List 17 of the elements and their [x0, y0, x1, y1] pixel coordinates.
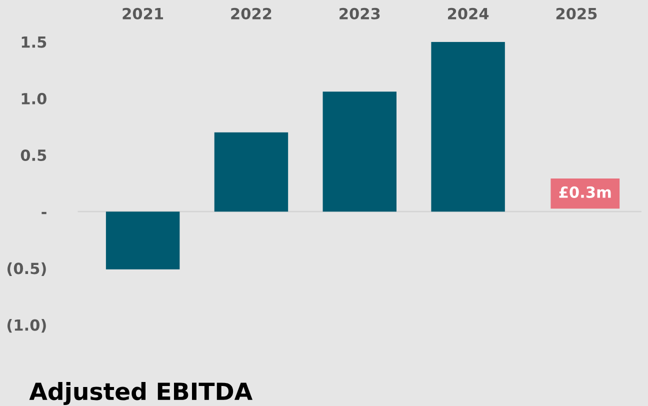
annotation: £0.3m — [559, 186, 611, 198]
y-tick-label: (1.0) — [7, 319, 46, 333]
y-tick-label: 0.5 — [20, 149, 46, 162]
x-tick-label: 2021 — [122, 8, 164, 20]
y-tick-label: 1.0 — [22, 92, 46, 104]
x-tick-label: 2022 — [231, 8, 272, 20]
y-tick-label: 1.5 — [22, 36, 46, 48]
bar — [214, 132, 288, 212]
x-tick-label: 2023 — [340, 8, 380, 20]
y-tick-label: (0.5) — [7, 262, 46, 276]
bar — [106, 212, 180, 270]
bar — [322, 92, 396, 212]
text: Adjusted EBITDA — [29, 382, 252, 406]
x-tick-label: 2025 — [556, 8, 597, 20]
x-tick-label: 2024 — [448, 8, 489, 20]
y-tick-label: - — [42, 212, 46, 214]
bar — [431, 42, 505, 212]
